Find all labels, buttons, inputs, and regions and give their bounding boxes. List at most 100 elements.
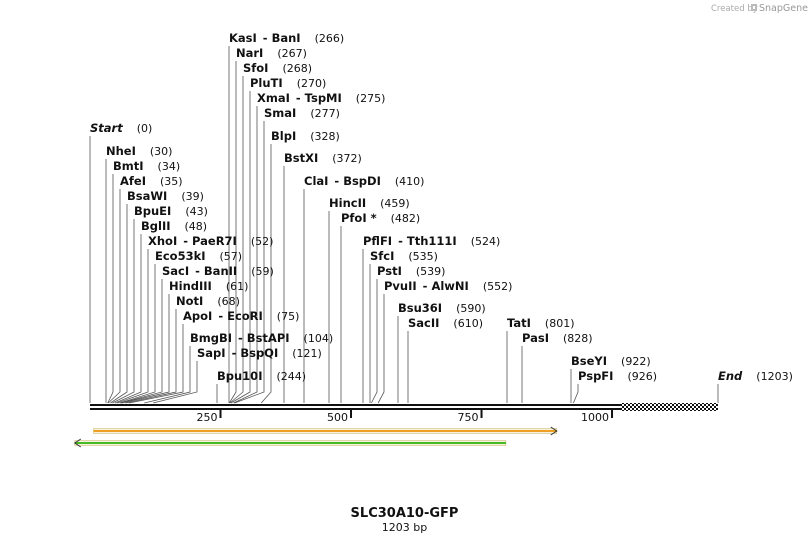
site-end[interactable]: End (1203) xyxy=(718,369,793,383)
site-position: (801) xyxy=(545,317,575,330)
site-noti[interactable]: NotI (68) xyxy=(176,294,240,308)
leader-pspfi xyxy=(573,384,579,404)
scale-ticks: 250 500 750 1000 xyxy=(197,410,614,424)
site-position: (61) xyxy=(226,280,249,293)
site-eco53ki[interactable]: Eco53kI (57) xyxy=(155,249,242,263)
tick-mark xyxy=(480,410,483,418)
leader-saci xyxy=(120,279,163,404)
site-clai[interactable]: ClaI - BspDI (410) xyxy=(304,174,424,188)
site-saci[interactable]: SacI - BanII (59) xyxy=(162,264,274,278)
site-afei[interactable]: AfeI (35) xyxy=(120,174,183,188)
site-label: HincII xyxy=(329,196,366,210)
site-sapi[interactable]: SapI - BspQI (121) xyxy=(197,346,322,360)
site-blpi[interactable]: BlpI (328) xyxy=(271,129,340,143)
site-sfci[interactable]: SfcI (535) xyxy=(370,249,438,263)
site-bseyi[interactable]: BseYI (922) xyxy=(571,354,651,368)
site-pvuii[interactable]: PvuII - AlwNI (552) xyxy=(384,279,512,293)
leader-bglii xyxy=(114,234,142,404)
site-label: SapI xyxy=(197,346,226,360)
site-label: PasI xyxy=(522,331,549,345)
site-pflfi[interactable]: PflFI - Tth111I (524) xyxy=(363,234,500,248)
site-pspfi[interactable]: PspFI (926) xyxy=(578,369,657,383)
site-label: PflFI xyxy=(363,234,392,248)
site-bsawi[interactable]: BsaWI (39) xyxy=(127,189,204,203)
leader-xmai xyxy=(233,106,258,404)
site-bmgbi[interactable]: BmgBI - BstAPI (104) xyxy=(190,331,333,345)
site-tati[interactable]: TatI (801) xyxy=(507,316,575,330)
site-label: BstXI xyxy=(284,151,318,165)
orange-feature[interactable] xyxy=(93,426,558,436)
site-position: (30) xyxy=(150,145,173,158)
site-apoi[interactable]: ApoI - EcoRI (75) xyxy=(183,309,299,323)
strand-bottom xyxy=(90,408,718,410)
site-kasi[interactable]: KasI - BanI (266) xyxy=(229,31,344,45)
site-label: KasI xyxy=(229,31,257,45)
credit-brand: SnapGene xyxy=(759,3,808,14)
site-label: SacI xyxy=(162,264,189,278)
sequence-backbone xyxy=(90,403,718,411)
site-position: (922) xyxy=(621,355,651,368)
leader-lines xyxy=(89,46,719,404)
site-label: End xyxy=(718,369,743,383)
site-position: (34) xyxy=(158,160,181,173)
site-position: (270) xyxy=(297,77,327,90)
site-pluti[interactable]: PluTI (270) xyxy=(250,76,326,90)
site-label: SacII xyxy=(408,316,439,330)
site-bpuei[interactable]: BpuEI (43) xyxy=(134,204,208,218)
site-position: (52) xyxy=(251,235,274,248)
site-position: (610) xyxy=(453,317,483,330)
green-feature[interactable] xyxy=(73,438,507,448)
site-bglii[interactable]: BglII (48) xyxy=(141,219,207,233)
site-position: (328) xyxy=(310,130,340,143)
site-position: (48) xyxy=(185,220,208,233)
map-title: SLC30A10-GFP xyxy=(351,506,459,521)
site-label: XhoI xyxy=(148,234,177,248)
site-alt-label: - Tth111I xyxy=(398,234,457,248)
site-alt-label: - PaeR7I xyxy=(183,234,237,248)
site-nari[interactable]: NarI (267) xyxy=(236,46,307,60)
site-hincii[interactable]: HincII (459) xyxy=(329,196,410,210)
site-hindiii[interactable]: HindIII (61) xyxy=(169,279,248,293)
site-alt-label: - EcoRI xyxy=(218,309,262,323)
site-xmai[interactable]: XmaI - TspMI (275) xyxy=(257,91,385,105)
site-position: (277) xyxy=(310,107,340,120)
tick-label: 500 xyxy=(327,411,348,424)
arrow-left-icon xyxy=(73,438,82,448)
site-bmti[interactable]: BmtI (34) xyxy=(113,159,180,173)
site-label: BlpI xyxy=(271,129,296,143)
site-label: PluTI xyxy=(250,76,283,90)
arrow-right-icon xyxy=(550,426,558,436)
site-xhoi[interactable]: XhoI - PaeR7I (52) xyxy=(148,234,273,248)
leader-bmgbi xyxy=(144,346,191,404)
leader-hindiii xyxy=(121,294,170,404)
site-smai[interactable]: SmaI (277) xyxy=(264,106,340,120)
site-start[interactable]: Start (0) xyxy=(90,121,152,135)
leader-blpi xyxy=(260,144,272,404)
leader-bmti xyxy=(107,174,114,404)
site-label: ApoI xyxy=(183,309,212,323)
site-alt-label: - BspDI xyxy=(334,174,380,188)
site-pfoi[interactable]: PfoI * (482) xyxy=(341,211,420,225)
site-bpu10i[interactable]: Bpu10I (244) xyxy=(217,369,306,383)
site-position: (1203) xyxy=(756,370,793,383)
site-nhei[interactable]: NheI (30) xyxy=(106,144,172,158)
site-label: Bsu36I xyxy=(398,301,442,315)
site-label: PvuII xyxy=(384,279,417,293)
site-psti[interactable]: PstI (539) xyxy=(377,264,445,278)
snapgene-logo-icon xyxy=(751,4,757,11)
site-position: (43) xyxy=(185,205,208,218)
map-length: 1203 bp xyxy=(382,521,427,534)
site-label: BmtI xyxy=(113,159,144,173)
site-label: Bpu10I xyxy=(217,369,262,383)
site-bsu36i[interactable]: Bsu36I (590) xyxy=(398,301,486,315)
site-sfoi[interactable]: SfoI (268) xyxy=(243,61,312,75)
site-label: NarI xyxy=(236,46,263,60)
site-position: (410) xyxy=(395,175,425,188)
site-position: (828) xyxy=(563,332,593,345)
site-label: PspFI xyxy=(578,369,613,383)
site-bstxi[interactable]: BstXI (372) xyxy=(284,151,362,165)
site-alt-label: - TspMI xyxy=(296,91,342,105)
site-pasi[interactable]: PasI (828) xyxy=(522,331,593,345)
site-sacii[interactable]: SacII (610) xyxy=(408,316,483,330)
strand-top xyxy=(90,404,718,406)
